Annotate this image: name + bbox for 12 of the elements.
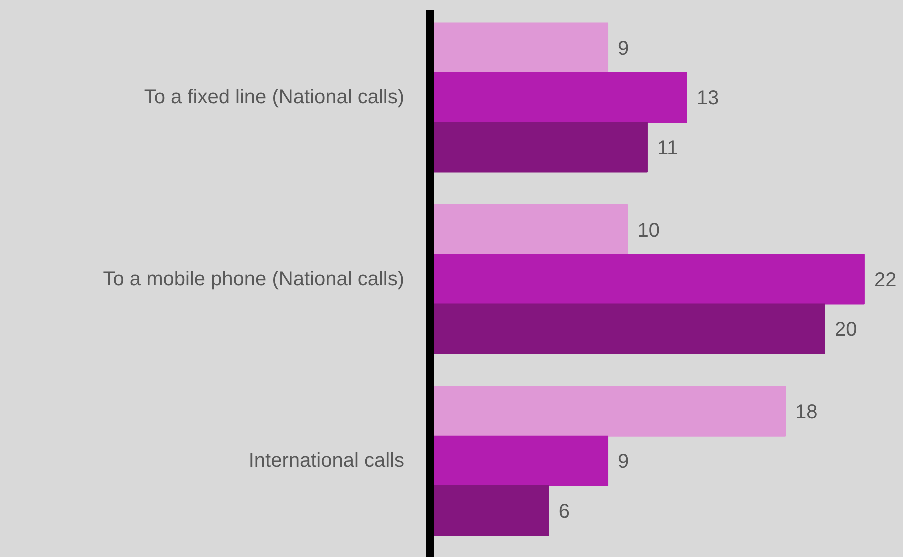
y-tick-label: To a mobile phone (National calls) [103, 268, 405, 290]
data-label: 20 [834, 319, 858, 342]
data-label: 9 [618, 38, 630, 60]
data-label: 18 [796, 402, 818, 424]
data-label: 9 [618, 451, 630, 474]
data-label: 6 [558, 500, 570, 523]
data-label: 22 [874, 269, 897, 292]
data-label: 13 [696, 88, 720, 110]
y-tick-label: International calls [248, 450, 405, 472]
data-label: 11 [657, 137, 678, 160]
y-tick-label: To a fixed line (National calls) [144, 86, 405, 109]
data-label: 10 [638, 220, 660, 242]
